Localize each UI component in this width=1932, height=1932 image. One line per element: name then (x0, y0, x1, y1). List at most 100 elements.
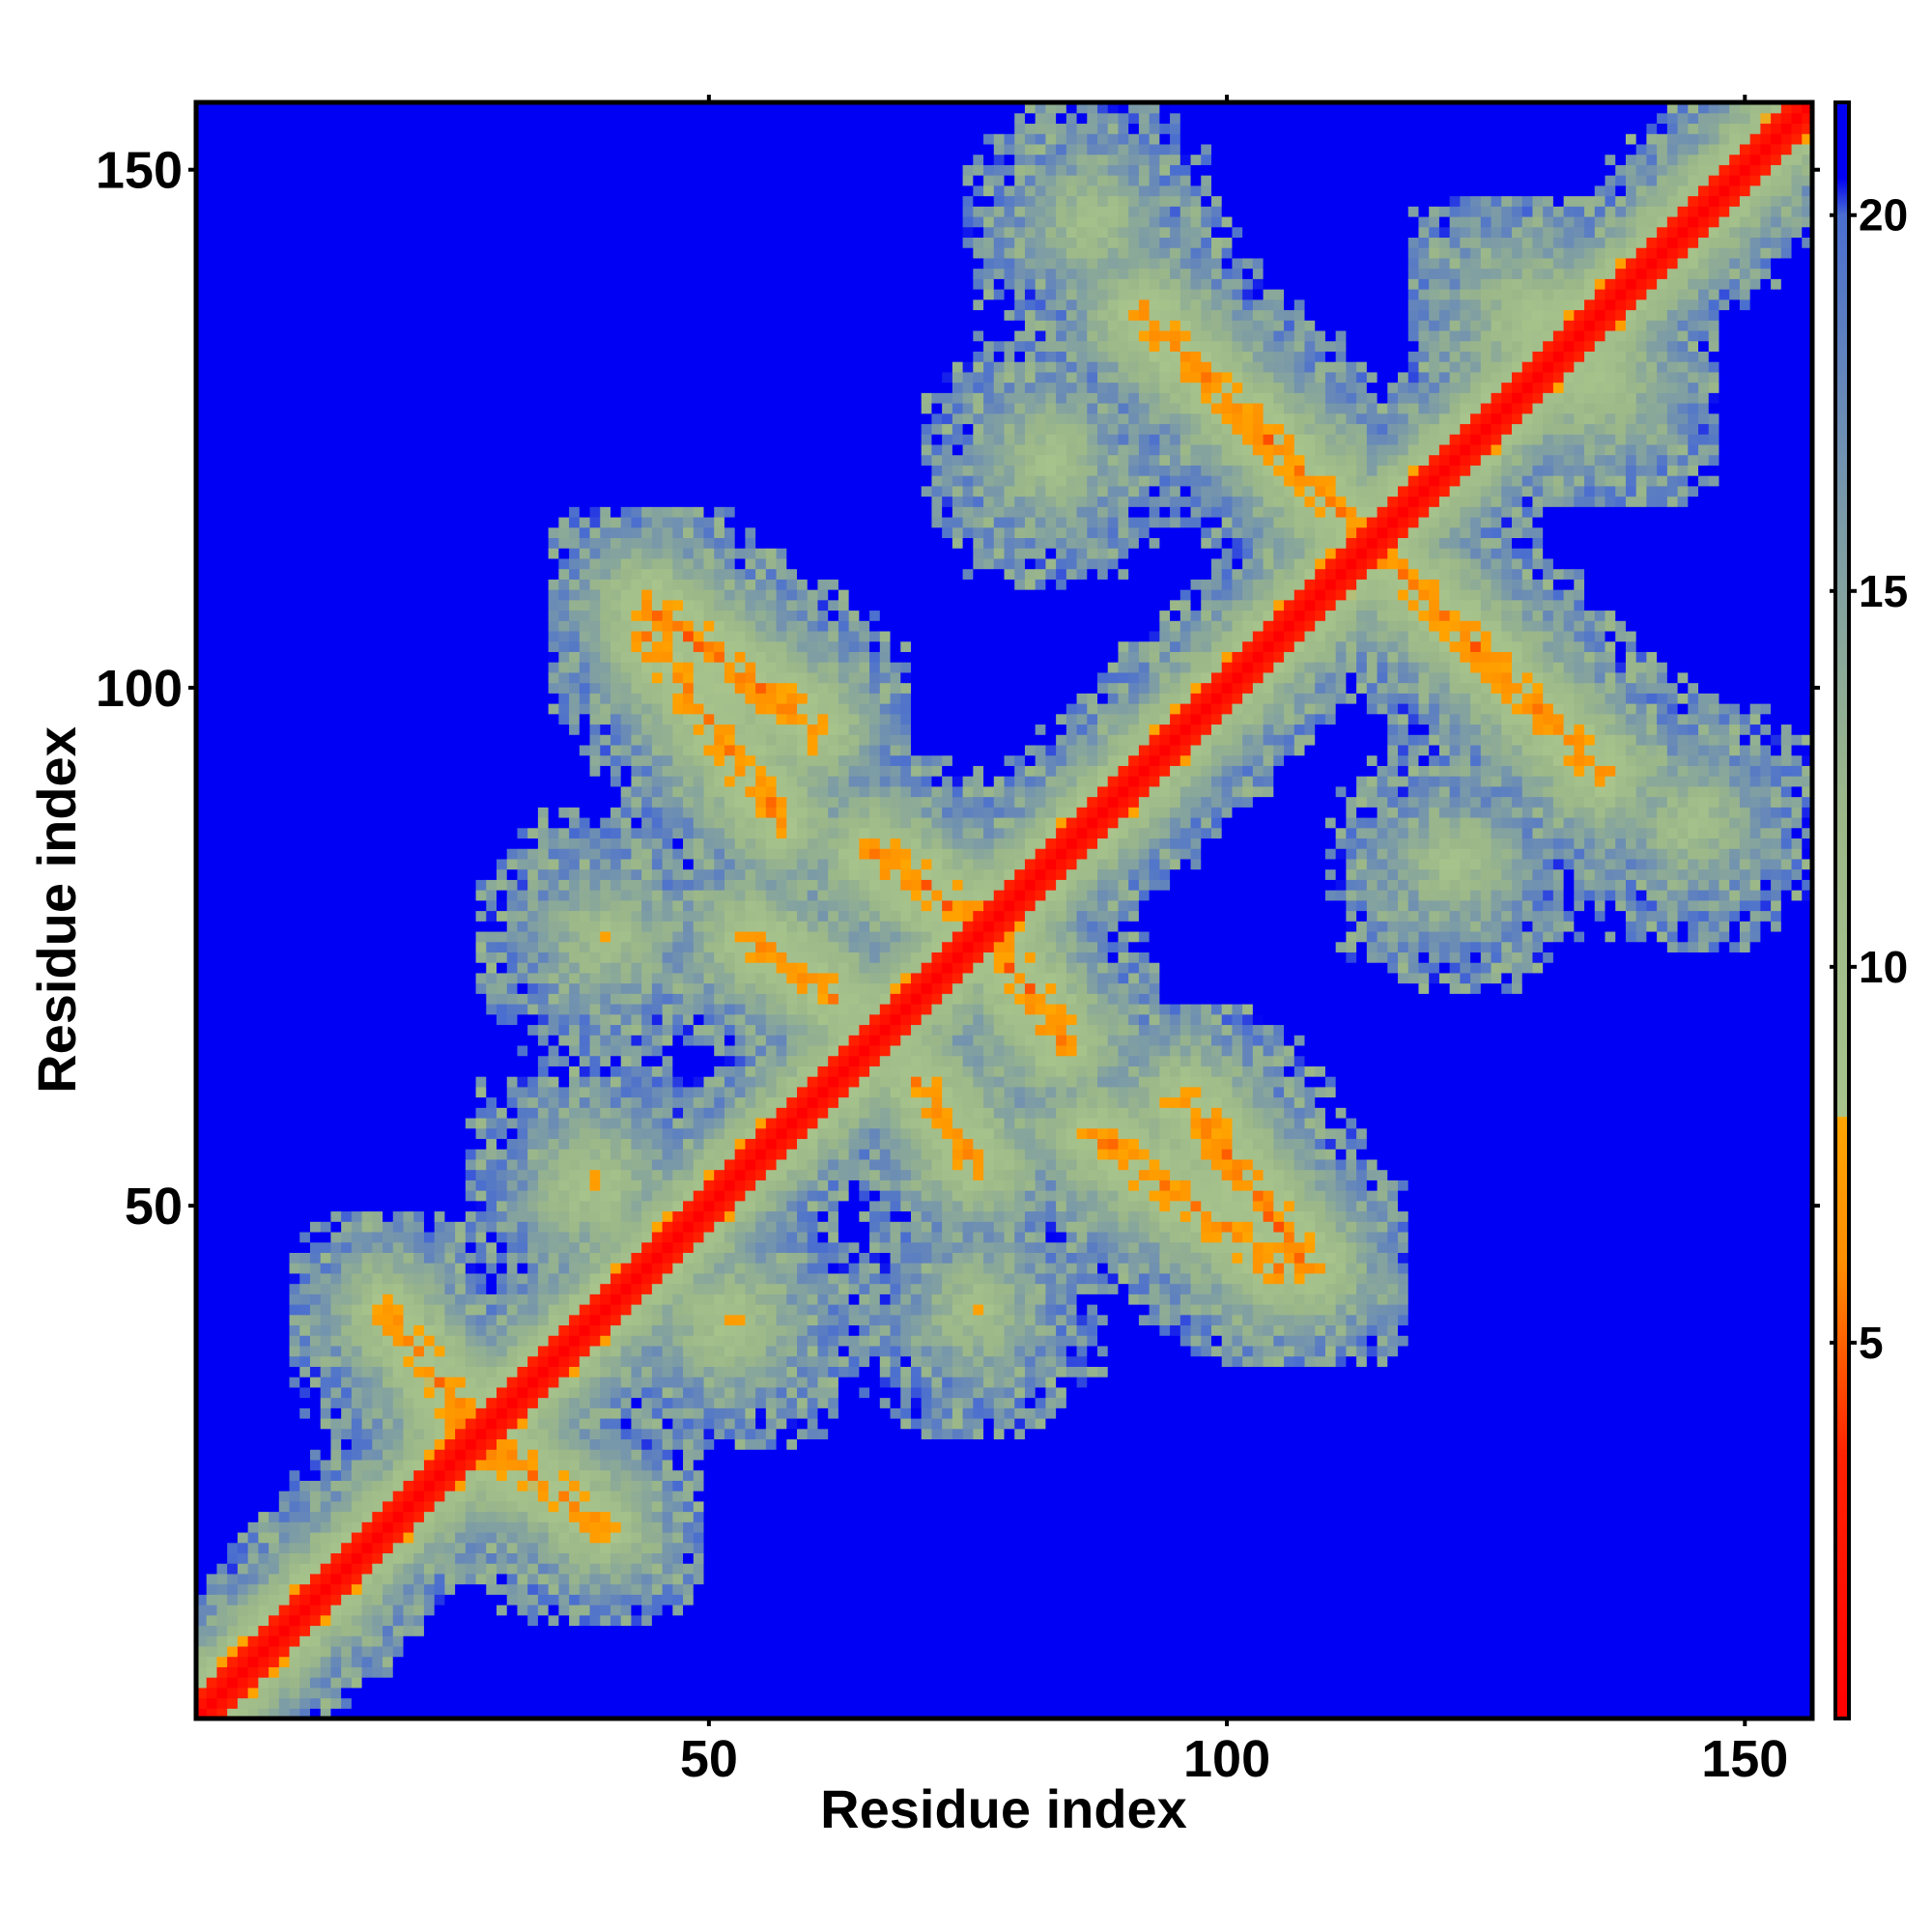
heatmap-cell (289, 506, 300, 518)
heatmap-cell (413, 1335, 425, 1347)
heatmap-cell (383, 1417, 394, 1430)
heatmap-cell (475, 278, 487, 290)
heatmap-cell (269, 1107, 280, 1119)
heatmap-cell (423, 175, 436, 186)
heatmap-cell (361, 1645, 373, 1658)
heatmap-cell (403, 1013, 414, 1026)
heatmap-cell (341, 1263, 353, 1274)
heatmap-cell (444, 1635, 456, 1647)
heatmap-cell (506, 1293, 519, 1305)
heatmap-cell (403, 1252, 414, 1264)
heatmap-cell (455, 403, 467, 414)
heatmap-cell (278, 776, 291, 787)
heatmap-cell (330, 1190, 342, 1202)
heatmap-cell (341, 175, 353, 186)
heatmap-cell (299, 713, 311, 725)
heatmap-cell (392, 1397, 405, 1408)
heatmap-cell (216, 1272, 228, 1285)
heatmap-cell (320, 361, 332, 373)
heatmap-cell (206, 807, 218, 818)
heatmap-cell (392, 1044, 405, 1057)
heatmap-cell (455, 1645, 467, 1658)
heatmap-cell (247, 868, 259, 880)
heatmap-cell (383, 1677, 394, 1689)
heatmap-cell (486, 1491, 497, 1502)
heatmap-cell (392, 1500, 405, 1513)
heatmap-cell (506, 329, 519, 342)
heatmap-cell (475, 1138, 487, 1150)
heatmap-cell (237, 278, 249, 290)
heatmap-cell (309, 1614, 322, 1627)
heatmap-cell (506, 1065, 519, 1077)
heatmap-cell (517, 879, 528, 891)
heatmap-cell (392, 1614, 405, 1627)
heatmap-cell (383, 1065, 394, 1077)
heatmap-cell (465, 1625, 477, 1636)
heatmap-cell (216, 599, 228, 611)
heatmap-cell (278, 485, 291, 497)
heatmap-cell (361, 1127, 373, 1140)
heatmap-cell (289, 1086, 300, 1098)
heatmap-cell (517, 133, 528, 145)
heatmap-cell (361, 1086, 373, 1098)
heatmap-cell (383, 993, 394, 1005)
heatmap-cell (196, 868, 208, 880)
heatmap-cell (455, 237, 467, 248)
heatmap-cell (247, 796, 259, 808)
heatmap-cell (455, 1697, 467, 1709)
heatmap-cell (444, 1500, 456, 1513)
heatmap-cell (320, 340, 332, 352)
heatmap-cell (423, 382, 436, 393)
heatmap-cell (351, 1397, 363, 1408)
heatmap-cell (216, 434, 228, 445)
heatmap-cell (299, 868, 311, 880)
heatmap-cell (341, 744, 353, 756)
heatmap-cell (506, 1542, 519, 1554)
heatmap-cell (455, 496, 467, 507)
heatmap-cell (247, 557, 259, 570)
heatmap-cell (227, 1169, 239, 1180)
heatmap-cell (258, 662, 270, 673)
heatmap-cell (413, 412, 425, 425)
heatmap-cell (444, 868, 456, 880)
heatmap-cell (351, 382, 363, 393)
heatmap-cell (506, 671, 519, 684)
heatmap-cell (237, 1013, 249, 1026)
heatmap-cell (434, 1708, 445, 1719)
heatmap-cell (497, 403, 508, 414)
heatmap-cell (383, 1407, 394, 1419)
heatmap-cell (278, 1127, 291, 1140)
heatmap-cell (372, 1117, 384, 1129)
heatmap-cell (517, 257, 528, 270)
heatmap-cell (517, 724, 528, 735)
heatmap-cell (423, 361, 436, 373)
heatmap-cell (278, 1552, 291, 1564)
heatmap-cell (330, 1138, 342, 1150)
heatmap-cell (320, 744, 332, 756)
heatmap-cell (320, 1304, 332, 1316)
heatmap-cell (247, 1428, 259, 1440)
heatmap-cell (351, 133, 363, 145)
heatmap-cell (506, 713, 519, 725)
heatmap-cell (413, 827, 425, 839)
heatmap-cell (361, 298, 373, 311)
heatmap-cell (258, 1521, 270, 1533)
heatmap-cell (392, 164, 405, 176)
heatmap-cell (351, 1231, 363, 1243)
heatmap-cell (237, 226, 249, 239)
heatmap-cell (351, 537, 363, 549)
heatmap-cell (444, 1169, 456, 1180)
heatmap-cell (299, 1449, 311, 1461)
heatmap-cell (413, 329, 425, 342)
heatmap-cell (351, 1293, 363, 1305)
heatmap-cell (237, 1407, 249, 1419)
heatmap-cell (455, 1127, 467, 1140)
heatmap-cell (361, 548, 373, 559)
heatmap-cell (497, 434, 508, 445)
heatmap-cell (403, 1096, 414, 1108)
heatmap-cell (383, 1221, 394, 1233)
heatmap-cell (497, 776, 508, 787)
heatmap-cell (465, 237, 477, 248)
heatmap-cell (475, 921, 487, 932)
heatmap-cell (258, 1480, 270, 1492)
